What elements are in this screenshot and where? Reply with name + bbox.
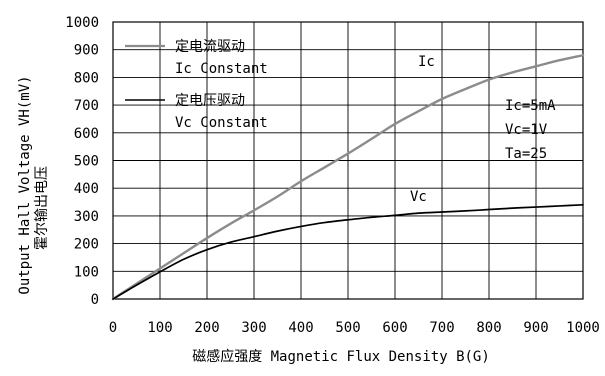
x-tick-label: 1000 [566, 320, 600, 336]
x-tick-label: 0 [109, 320, 117, 336]
y-tick-label: 0 [91, 292, 99, 308]
y-tick-label: 400 [74, 181, 99, 197]
y-axis-title-zh: 霍尔输出电压 [34, 166, 50, 250]
legend-label-ic-en: Ic Constant [175, 61, 268, 77]
x-axis-ticks: 0 100 200 300 400 500 600 700 800 900 1000 [109, 320, 600, 336]
grid [113, 22, 583, 299]
y-tick-label: 500 [74, 154, 99, 170]
x-tick-label: 800 [476, 320, 501, 336]
series-line-vc-constant [112, 203, 584, 300]
legend-label-ic-zh: 定电流驱动 [175, 39, 245, 55]
curve-label-vc: Vc [410, 189, 427, 205]
annotation-vc-voltage: Vc=1V [505, 122, 548, 138]
y-tick-label: 1000 [65, 15, 99, 31]
series-layer [111, 54, 585, 301]
y-axis-ticks: 0 100 200 300 400 500 600 700 800 900 1000 [65, 15, 99, 308]
x-tick-label: 500 [335, 320, 360, 336]
legend: 定电流驱动 Ic Constant 定电压驱动 Vc Constant [125, 39, 268, 131]
y-tick-label: 700 [74, 98, 99, 114]
y-tick-label: 200 [74, 237, 99, 253]
curve-label-ic: Ic [418, 54, 435, 70]
y-tick-label: 900 [74, 43, 99, 59]
annotation-temperature: Ta=25 [505, 146, 547, 162]
y-tick-label: 600 [74, 126, 99, 142]
x-tick-label: 900 [523, 320, 548, 336]
y-tick-label: 100 [74, 264, 99, 280]
x-tick-label: 200 [194, 320, 219, 336]
x-axis-title: 磁感应强度 Magnetic Flux Density B(G) [192, 348, 490, 365]
annotation-ic-current: Ic=5mA [505, 98, 556, 114]
y-tick-label: 800 [74, 70, 99, 86]
x-tick-label: 400 [288, 320, 313, 336]
legend-label-vc-zh: 定电压驱动 [175, 93, 245, 109]
x-tick-label: 300 [241, 320, 266, 336]
x-tick-label: 600 [382, 320, 407, 336]
x-tick-label: 700 [429, 320, 454, 336]
legend-label-vc-en: Vc Constant [175, 115, 268, 131]
series-line-ic-constant [111, 54, 585, 301]
y-tick-label: 300 [74, 209, 99, 225]
y-axis-title-en: Output Hall Voltage VH(mV) [17, 75, 33, 294]
x-tick-label: 100 [147, 320, 172, 336]
plot-area-frame [112, 21, 584, 300]
